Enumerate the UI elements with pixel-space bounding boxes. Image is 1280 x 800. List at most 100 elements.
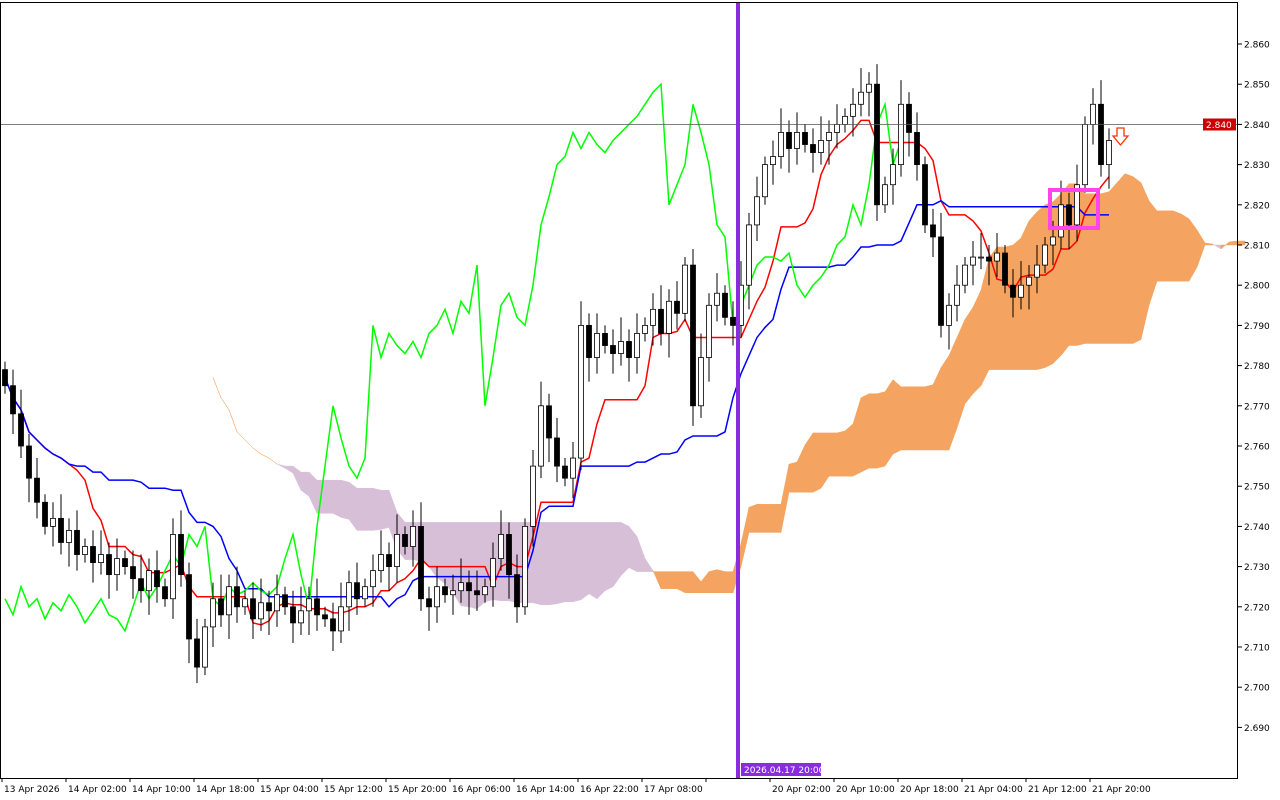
- cloud-segment: [324, 479, 334, 514]
- y-tick-label: 2.760: [1244, 443, 1270, 453]
- y-tick-label: 2.800: [1244, 282, 1270, 292]
- candle-body: [354, 582, 360, 600]
- cloud-segment: [924, 384, 934, 451]
- cloud-segment: [228, 409, 238, 433]
- candle-body: [770, 156, 776, 165]
- candle-body: [986, 256, 992, 262]
- candle-body: [890, 164, 896, 186]
- candle-body: [970, 256, 976, 266]
- candle-body: [546, 405, 552, 439]
- candle-body: [50, 517, 56, 527]
- cloud-segment: [636, 536, 646, 572]
- cloud-segment: [748, 503, 758, 533]
- ichimoku-cloud: [212, 172, 1246, 610]
- cloud-segment: [588, 522, 598, 600]
- cloud-segment: [700, 570, 710, 593]
- cloud-segment: [1212, 243, 1222, 250]
- cloud-segment: [556, 522, 566, 605]
- cloud-segment: [436, 522, 446, 585]
- cloud-segment: [1172, 210, 1182, 282]
- x-tick-label: 15 Apr 12:00: [324, 785, 383, 795]
- candle-body: [122, 558, 128, 567]
- candle-body: [690, 264, 696, 407]
- cloud-segment: [1156, 210, 1166, 282]
- y-tick-label: 2.750: [1244, 483, 1270, 493]
- cloud-segment: [428, 522, 438, 579]
- y-tick-label: 2.710: [1244, 644, 1270, 654]
- y-tick-label: 2.860: [1244, 41, 1270, 51]
- candle-body: [594, 333, 600, 358]
- y-tick-label: 2.790: [1244, 322, 1270, 332]
- candle-body: [562, 465, 568, 479]
- cloud-segment: [1108, 182, 1118, 344]
- candle-body: [154, 570, 160, 588]
- cloud-segment: [948, 337, 958, 451]
- cloud-segment: [460, 522, 470, 608]
- y-tick-label: 2.720: [1244, 603, 1270, 613]
- candle-body: [1050, 236, 1056, 246]
- cloud-segment: [716, 569, 726, 593]
- x-tick-label: 16 Apr 14:00: [516, 785, 575, 795]
- down-arrow-icon: [1111, 127, 1130, 147]
- candle-body: [1058, 204, 1064, 238]
- cloud-segment: [1148, 200, 1158, 306]
- cloud-segment: [652, 570, 662, 589]
- candle-body: [98, 554, 104, 563]
- cloud-segment: [684, 571, 694, 593]
- cloud-segment: [252, 447, 262, 455]
- x-tick-label: 14 Apr 02:00: [68, 785, 127, 795]
- candle-body: [762, 164, 768, 198]
- cloud-segment: [908, 386, 918, 451]
- candle-body: [130, 566, 136, 580]
- candle-body: [1010, 284, 1016, 298]
- cloud-segment: [884, 378, 894, 467]
- candle-body: [610, 345, 616, 354]
- cloud-segment: [476, 522, 486, 610]
- candle-body: [1090, 103, 1096, 125]
- cloud-segment: [292, 465, 302, 491]
- highlight-box: [1048, 188, 1100, 230]
- candle-body: [1106, 140, 1112, 165]
- cloud-segment: [796, 444, 806, 493]
- candle-body: [938, 236, 944, 326]
- candle-body: [746, 224, 752, 286]
- plot-frame: [0, 2, 1238, 779]
- candle-body: [18, 413, 24, 447]
- candle-body: [914, 132, 920, 166]
- candle-body: [818, 140, 824, 153]
- cloud-segment: [932, 367, 942, 451]
- candle-body: [786, 132, 792, 149]
- cloud-segment: [660, 571, 670, 589]
- cloud-segment: [916, 386, 926, 451]
- time-axis: 13 Apr 2026 14 Apr 02:00 14 Apr 10:00 14 Ap…: [1, 778, 1151, 795]
- candle-body: [954, 284, 960, 306]
- candle-body: [714, 292, 720, 306]
- candle-body: [434, 586, 440, 608]
- cloud-segment: [540, 522, 550, 606]
- x-tick-label: 16 Apr 06:00: [452, 785, 511, 795]
- x-tick-label: 20 Apr 10:00: [836, 785, 895, 795]
- cloud-segment: [1084, 193, 1094, 344]
- cloud-segment: [836, 430, 846, 477]
- cloud-segment: [780, 464, 790, 533]
- cloud-segment: [940, 354, 950, 451]
- candle-body: [922, 164, 928, 226]
- x-tick-label: 15 Apr 20:00: [388, 785, 447, 795]
- candle-body: [114, 558, 120, 576]
- candle-body: [810, 144, 816, 153]
- cloud-segment: [612, 522, 622, 588]
- candle-body: [650, 308, 656, 326]
- candle-body: [626, 341, 632, 358]
- candle-body: [74, 530, 80, 555]
- candle-body: [930, 224, 936, 238]
- candle-body: [378, 554, 384, 572]
- candle-body: [602, 333, 608, 346]
- candle-body: [314, 598, 320, 616]
- candle-body: [1066, 204, 1072, 226]
- candle-body: [82, 546, 88, 555]
- cloud-segment: [348, 481, 358, 532]
- cloud-segment: [308, 471, 318, 514]
- cloud-segment: [564, 522, 574, 603]
- candle-body: [66, 530, 72, 543]
